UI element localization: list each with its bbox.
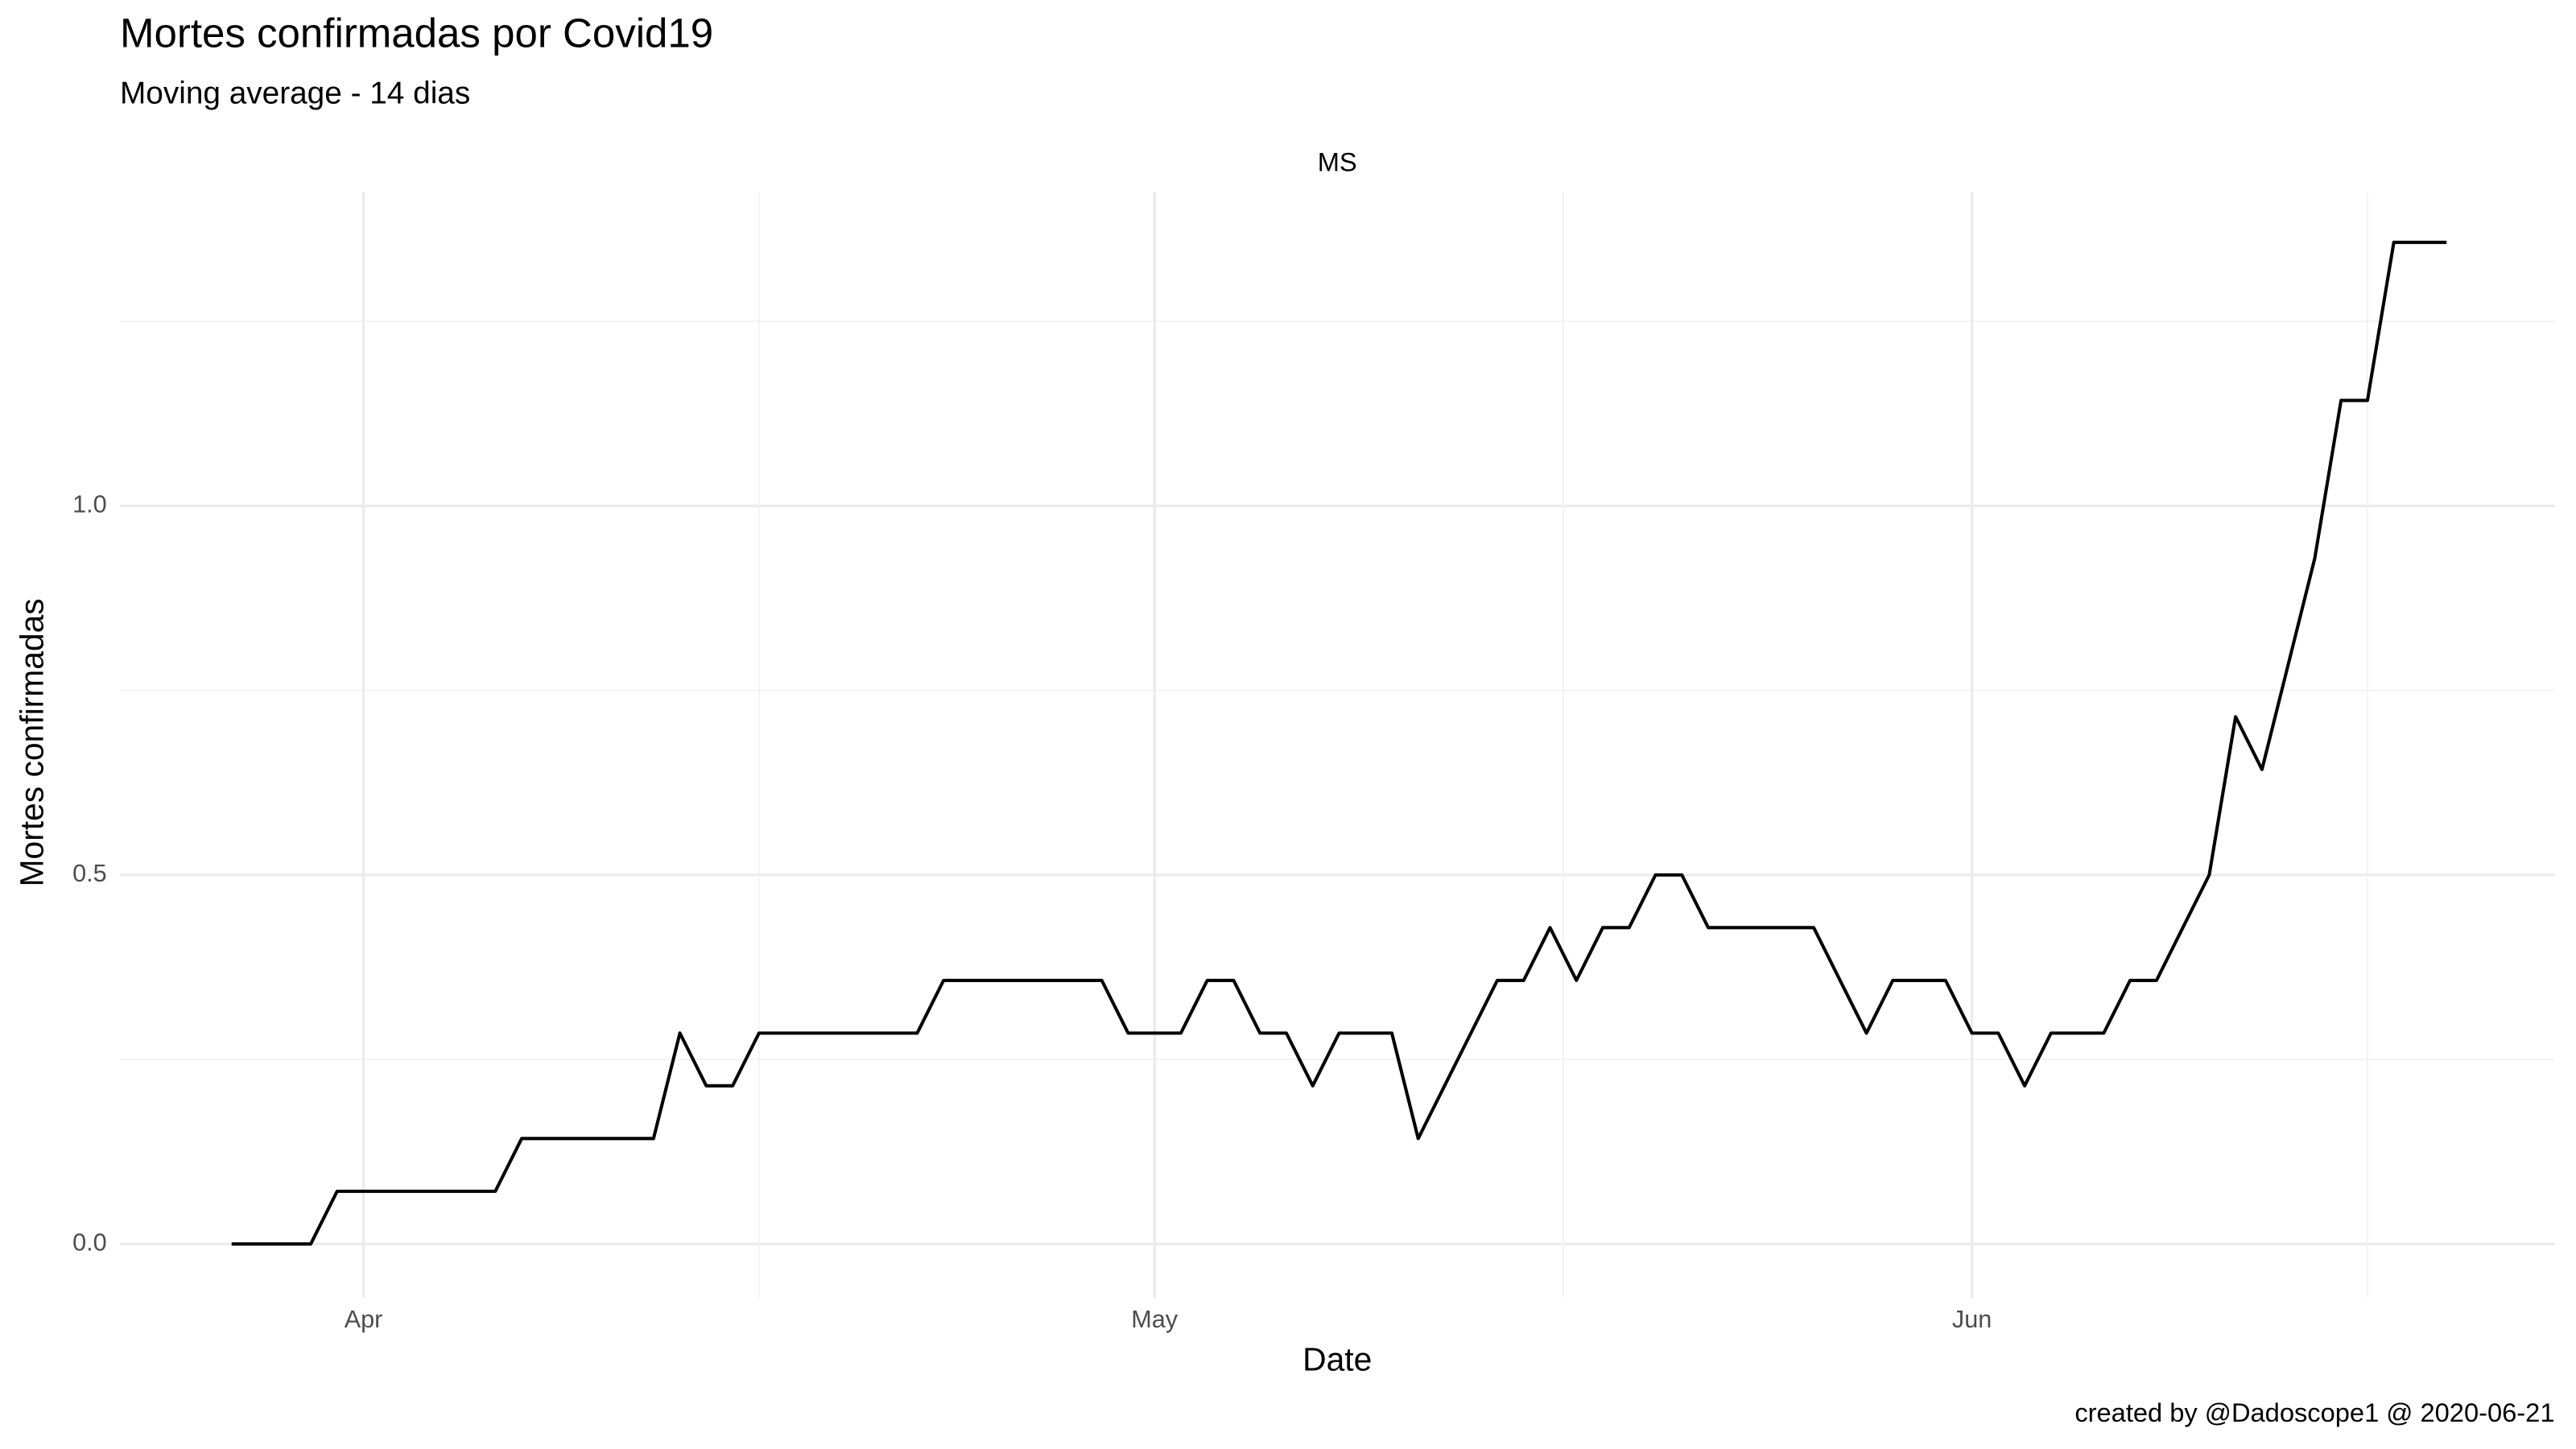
y-axis-title: Mortes confirmadas — [14, 598, 51, 886]
y-tick-label: 0.5 — [72, 860, 107, 887]
grid — [119, 192, 2555, 1298]
facet-label: MS — [1318, 147, 1357, 177]
y-tick-label: 1.0 — [72, 491, 107, 518]
x-tick-label: May — [1131, 1306, 1179, 1333]
x-axis-title: Date — [1302, 1341, 1372, 1378]
y-tick-label: 0.0 — [72, 1228, 107, 1256]
caption: created by @Dadoscope1 @ 2020-06-21 — [2074, 1397, 2554, 1427]
chart-subtitle: Moving average - 14 dias — [120, 76, 470, 111]
x-tick-label: Apr — [345, 1306, 383, 1333]
data-line — [231, 241, 2447, 1246]
x-tick-label: Jun — [1952, 1306, 1992, 1333]
chart-title: Mortes confirmadas por Covid19 — [120, 10, 713, 56]
